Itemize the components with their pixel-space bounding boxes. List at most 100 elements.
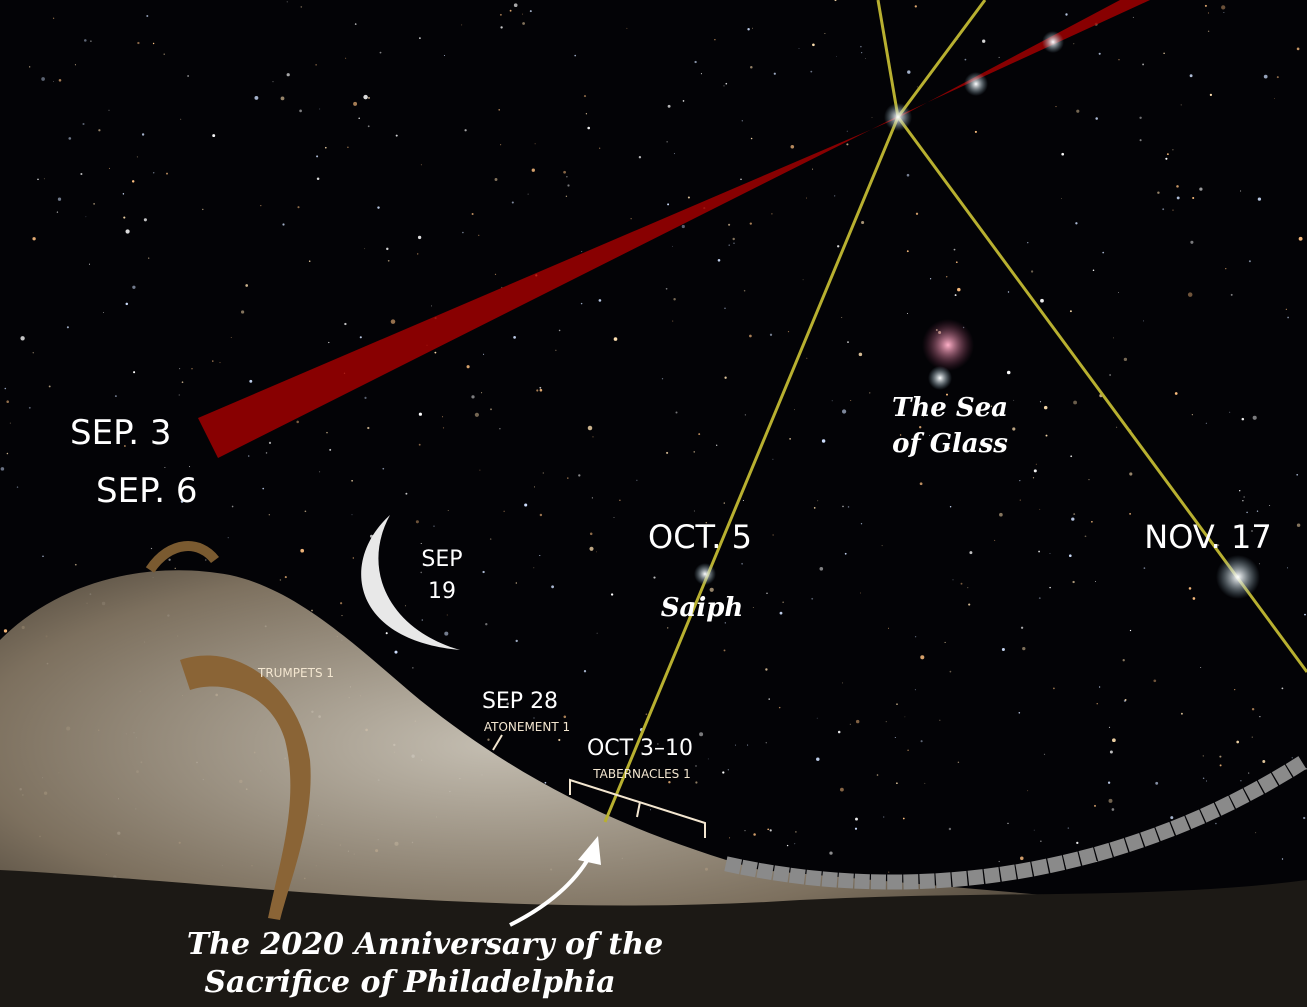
star — [558, 739, 560, 741]
star — [543, 473, 544, 474]
star — [164, 54, 165, 55]
star — [262, 488, 264, 490]
star — [817, 500, 818, 501]
star — [1140, 139, 1142, 141]
star — [319, 109, 320, 110]
star — [745, 414, 746, 415]
star — [1109, 727, 1110, 728]
star — [783, 602, 784, 603]
star — [768, 698, 769, 699]
star — [1118, 59, 1119, 60]
star — [1163, 53, 1164, 54]
star — [1255, 832, 1256, 833]
star — [999, 513, 1003, 517]
star — [745, 830, 746, 831]
star — [915, 5, 917, 7]
star — [522, 14, 523, 15]
star — [205, 559, 206, 560]
star — [1297, 48, 1300, 51]
star — [1102, 252, 1104, 254]
star — [1133, 17, 1134, 18]
star — [444, 55, 445, 56]
star — [1231, 294, 1233, 296]
star — [1258, 197, 1261, 200]
star — [750, 222, 752, 224]
star — [41, 77, 45, 81]
star — [787, 845, 788, 846]
star — [667, 203, 669, 205]
star — [855, 828, 857, 830]
star — [142, 133, 144, 135]
star — [994, 540, 995, 541]
star — [180, 119, 181, 120]
star — [353, 557, 354, 558]
star — [799, 48, 800, 49]
star — [1099, 53, 1101, 55]
star — [584, 670, 586, 672]
star — [421, 543, 422, 544]
ring-day — [1047, 855, 1065, 873]
star — [1286, 309, 1287, 310]
star — [1181, 104, 1182, 105]
star — [1242, 500, 1243, 501]
star — [1002, 648, 1005, 651]
star — [631, 218, 632, 219]
star — [683, 100, 685, 102]
star — [1234, 689, 1235, 690]
star — [861, 52, 862, 53]
star — [524, 503, 527, 506]
star — [1172, 149, 1173, 150]
ring-day — [805, 870, 821, 886]
star — [504, 511, 505, 512]
star — [1020, 857, 1024, 861]
star — [1027, 790, 1028, 791]
star — [842, 506, 844, 508]
ring-day — [871, 874, 886, 889]
star — [1075, 222, 1077, 224]
star — [811, 598, 813, 600]
star — [886, 721, 887, 722]
star — [861, 523, 862, 524]
star — [123, 193, 124, 194]
star — [182, 381, 184, 383]
star — [317, 178, 320, 181]
star — [1099, 686, 1100, 687]
star — [1069, 554, 1072, 557]
star — [1055, 106, 1056, 107]
star — [534, 486, 535, 487]
star — [590, 533, 593, 536]
star — [728, 769, 729, 770]
star — [1242, 418, 1245, 421]
star — [956, 261, 958, 263]
star — [464, 129, 466, 131]
star — [287, 73, 290, 76]
star — [999, 861, 1000, 862]
star-name: The Sea — [892, 393, 1008, 423]
star — [1022, 647, 1025, 650]
star — [726, 83, 728, 85]
star — [1073, 401, 1077, 405]
star — [319, 472, 320, 473]
star — [810, 71, 812, 73]
star — [533, 567, 534, 568]
feast-label: TABERNACLES 1 — [592, 767, 690, 781]
star-name: of Glass — [892, 429, 1008, 459]
star — [724, 502, 725, 503]
ring-day — [1031, 859, 1049, 877]
star — [1113, 337, 1114, 338]
star — [812, 43, 815, 46]
star — [694, 451, 695, 452]
star-name: Saiph — [661, 593, 744, 623]
star — [639, 156, 641, 158]
star — [1110, 751, 1113, 754]
star — [126, 303, 129, 306]
star — [596, 551, 597, 552]
star — [1296, 474, 1298, 476]
star — [958, 762, 959, 763]
star — [855, 818, 858, 821]
star — [896, 703, 898, 705]
star — [675, 411, 677, 413]
star — [1172, 210, 1173, 211]
star — [920, 655, 924, 659]
star — [431, 305, 432, 306]
